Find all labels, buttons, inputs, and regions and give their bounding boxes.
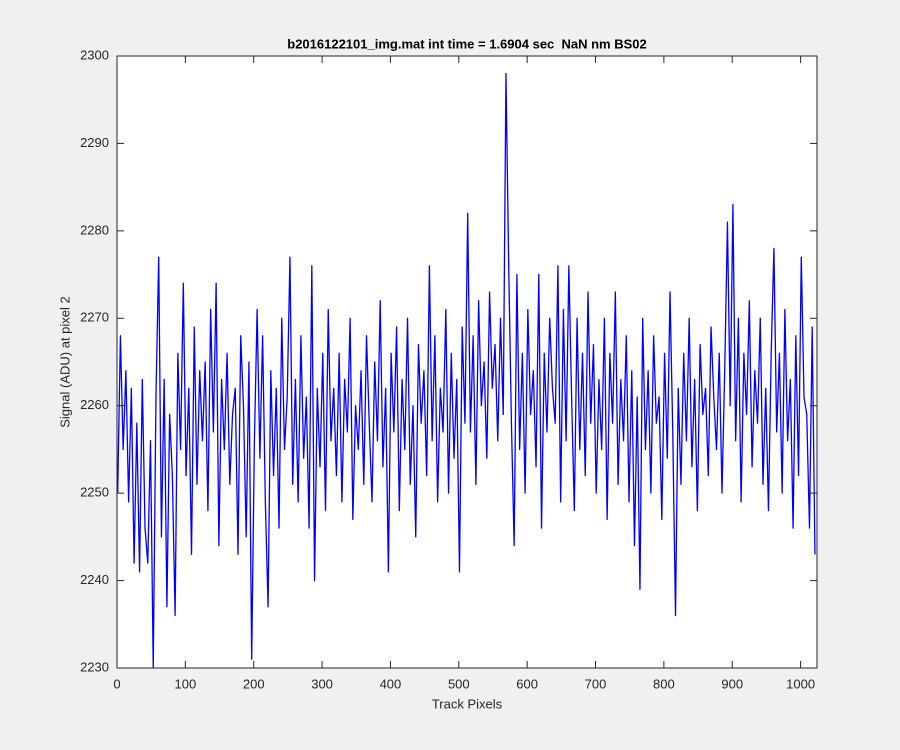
y-tick-label: 2270 <box>80 310 109 325</box>
x-tick-label: 0 <box>113 676 120 691</box>
data-line <box>117 72 816 669</box>
x-tick-label: 600 <box>516 676 538 691</box>
y-tick-label: 2280 <box>80 222 109 237</box>
x-tick-label: 800 <box>653 676 675 691</box>
y-tick-label: 2260 <box>80 397 109 412</box>
chart-title: b2016122101_img.mat int time = 1.6904 se… <box>287 36 647 51</box>
x-tick-label: 100 <box>175 676 197 691</box>
axes-box <box>116 55 818 669</box>
y-tick-label: 2240 <box>80 572 109 587</box>
x-axis-label: Track Pixels <box>432 696 503 711</box>
x-tick-label: 1000 <box>786 676 815 691</box>
x-tick-label: 300 <box>311 676 333 691</box>
x-tick-label: 400 <box>380 676 402 691</box>
x-tick-label: 500 <box>448 676 470 691</box>
x-tick-label: 200 <box>243 676 265 691</box>
x-tick-label: 900 <box>721 676 743 691</box>
y-tick-label: 2300 <box>80 47 109 62</box>
y-tick-label: 2230 <box>80 659 109 674</box>
y-axis-label: Signal (ADU) at pixel 2 <box>57 296 72 428</box>
y-tick-label: 2250 <box>80 485 109 500</box>
y-tick-label: 2290 <box>80 135 109 150</box>
x-tick-label: 700 <box>585 676 607 691</box>
